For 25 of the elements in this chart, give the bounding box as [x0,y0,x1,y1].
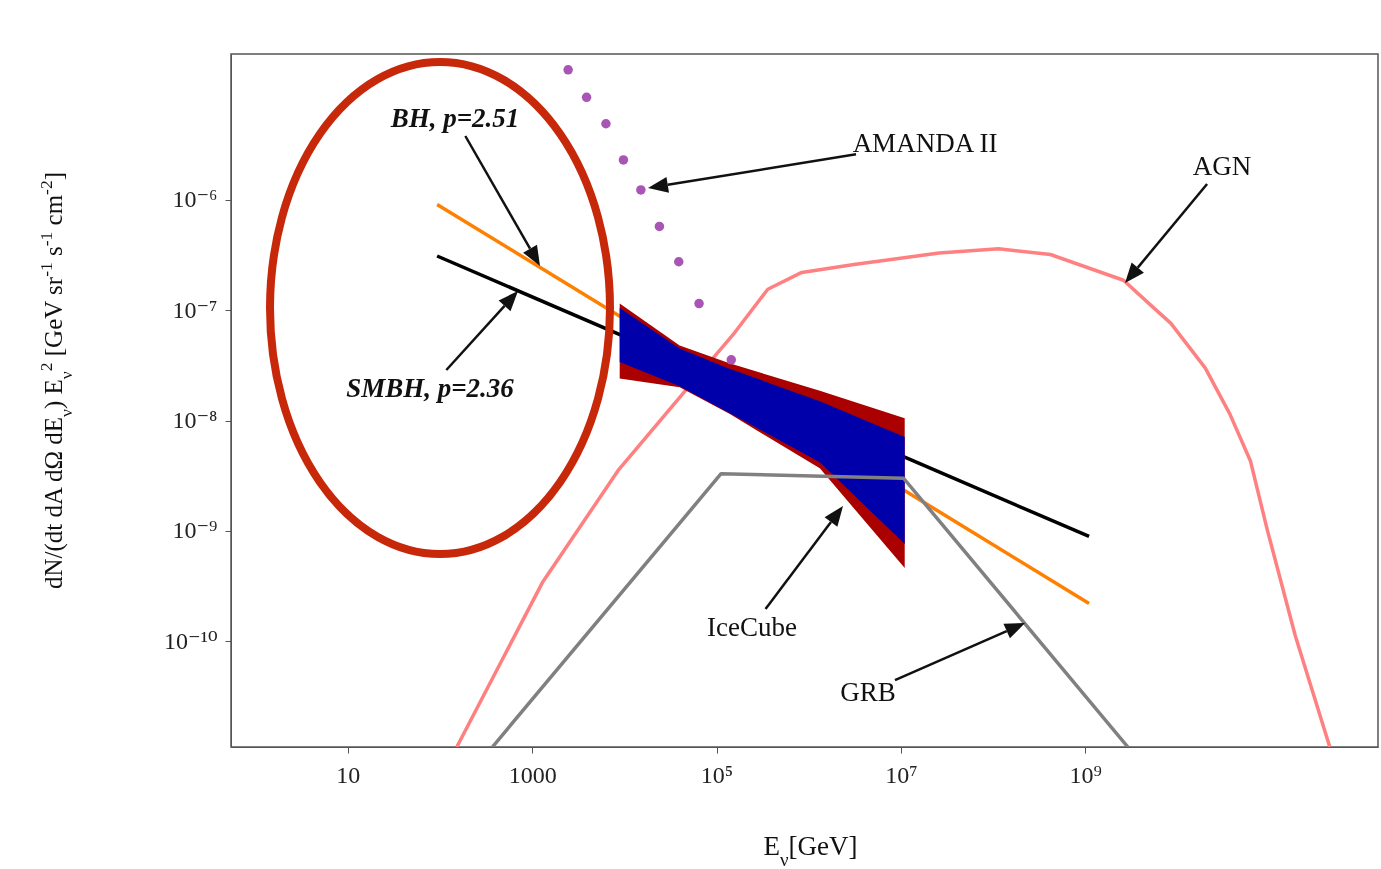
annotation: AMANDA II [852,128,998,158]
x-tick-label: 10 [336,761,361,788]
y-tick-label: 10⁻¹⁰ [164,627,218,654]
x-tick-label: 10⁹ [1069,761,1102,788]
point [636,185,646,195]
y-tick-label: 10⁻⁷ [172,296,218,323]
annotation: IceCube [707,612,797,642]
x-tick-label: 10⁵ [700,761,734,788]
y-tick-label: 10⁻⁹ [172,517,218,544]
x-tick-label: 1000 [508,761,557,788]
annotation: BH, p=2.51 [389,103,520,133]
x-axis-title: E$_{ν}$[GeV] [763,831,858,869]
point [581,92,592,103]
point [694,298,704,309]
annotation: SMBH, p=2.36 [346,373,515,403]
point [563,65,573,75]
x-tick-label: 10⁷ [885,761,918,788]
point [601,119,611,129]
point [674,257,684,267]
point [618,155,629,165]
y-tick-label: 10⁻⁸ [172,407,218,434]
y-tick-label: 10⁻⁶ [172,186,218,213]
annotation: AGN [1192,151,1252,181]
point [654,221,665,232]
annotation: GRB [840,677,896,707]
